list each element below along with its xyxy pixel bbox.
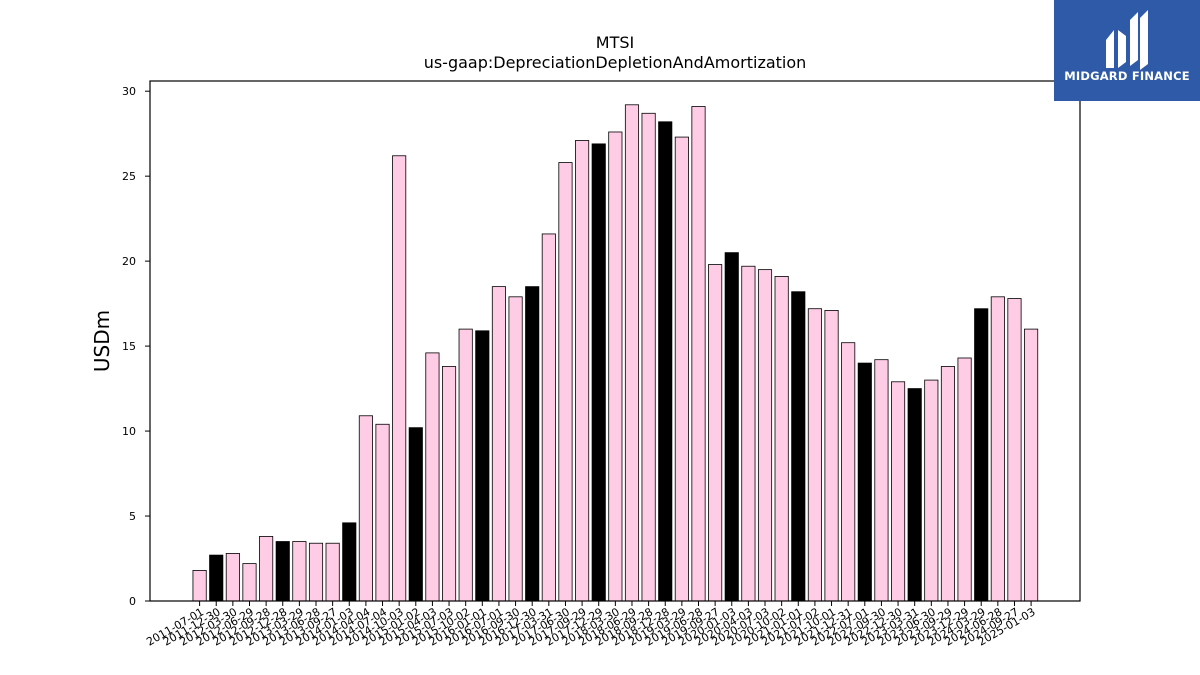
bar bbox=[292, 541, 307, 602]
bar bbox=[791, 291, 806, 602]
y-tick-label: 0 bbox=[129, 595, 136, 608]
y-axis-label: USDm bbox=[90, 310, 114, 372]
logo-text: MIDGARD FINANCE bbox=[1064, 69, 1190, 83]
bar bbox=[608, 131, 623, 602]
bar bbox=[990, 296, 1005, 602]
bar bbox=[392, 155, 407, 602]
bar bbox=[940, 366, 955, 602]
bar bbox=[408, 427, 423, 602]
bar bbox=[491, 286, 506, 602]
bar bbox=[508, 296, 523, 602]
plot-frame bbox=[149, 80, 1081, 602]
bar bbox=[192, 570, 207, 602]
bar bbox=[209, 554, 224, 602]
bar bbox=[824, 310, 839, 602]
y-tick-label: 25 bbox=[122, 170, 136, 183]
bar bbox=[458, 328, 473, 602]
bar bbox=[325, 542, 340, 602]
bar bbox=[874, 359, 889, 602]
chart-subtitle: us-gaap:DepreciationDepletionAndAmortiza… bbox=[424, 53, 807, 72]
y-tick-label: 20 bbox=[122, 255, 136, 268]
bar bbox=[624, 104, 640, 602]
x-axis: 2011-07-012011-12-302012-03-302012-06-29… bbox=[144, 601, 1038, 649]
chart-title: MTSI bbox=[596, 33, 634, 52]
bar bbox=[375, 423, 390, 602]
bar bbox=[342, 522, 357, 602]
bar bbox=[757, 269, 773, 602]
bar bbox=[242, 563, 257, 602]
bar bbox=[891, 381, 906, 602]
bar bbox=[924, 379, 939, 602]
bar bbox=[425, 352, 440, 602]
bar bbox=[259, 536, 274, 602]
bar bbox=[475, 330, 490, 602]
bar bbox=[275, 541, 290, 602]
bar bbox=[708, 264, 723, 602]
y-tick-label: 15 bbox=[122, 340, 136, 353]
bar bbox=[841, 342, 856, 602]
bar bbox=[857, 362, 872, 602]
bar bbox=[525, 286, 540, 602]
y-tick-label: 10 bbox=[122, 425, 136, 438]
bar bbox=[741, 265, 756, 602]
bar bbox=[957, 357, 972, 602]
brand-logo: MIDGARD FINANCE bbox=[1054, 0, 1200, 101]
bar bbox=[974, 308, 989, 602]
bar bbox=[541, 233, 556, 602]
bars bbox=[192, 104, 1039, 602]
bar bbox=[358, 415, 373, 602]
bar bbox=[641, 112, 656, 602]
y-tick-label: 5 bbox=[129, 510, 136, 523]
y-tick-label: 30 bbox=[122, 85, 136, 98]
bar bbox=[1024, 328, 1039, 602]
bar bbox=[691, 106, 706, 602]
bar bbox=[658, 121, 673, 602]
midgard-logo-icon bbox=[1106, 10, 1148, 70]
bar bbox=[558, 162, 573, 602]
bar bbox=[575, 140, 590, 602]
bar bbox=[907, 388, 922, 602]
bar bbox=[591, 143, 606, 602]
bar bbox=[308, 542, 324, 602]
bar bbox=[724, 252, 739, 602]
bar bbox=[441, 366, 457, 602]
bar bbox=[774, 276, 789, 602]
bar bbox=[807, 308, 822, 602]
y-axis: 0 5 10 15 20 25 30 bbox=[122, 85, 150, 608]
bar bbox=[1007, 298, 1022, 602]
bar bbox=[674, 136, 689, 602]
bar bbox=[225, 553, 240, 602]
